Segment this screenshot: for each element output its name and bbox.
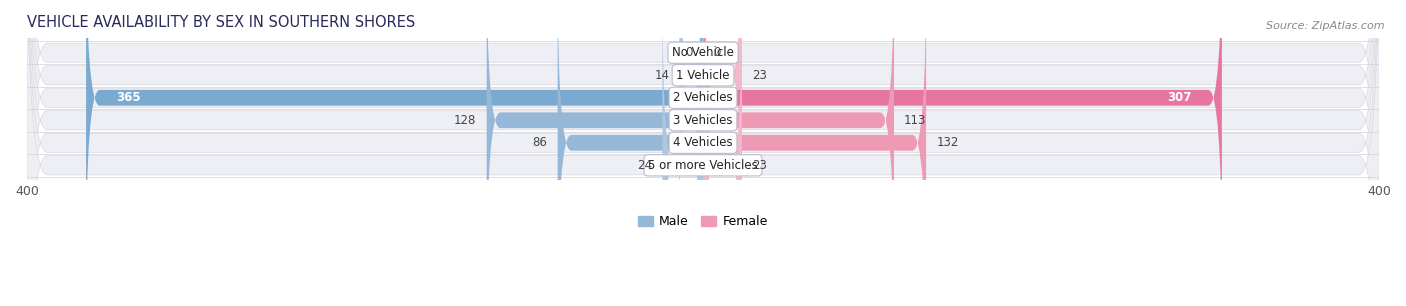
FancyBboxPatch shape <box>86 0 703 270</box>
FancyBboxPatch shape <box>703 0 742 306</box>
Text: Source: ZipAtlas.com: Source: ZipAtlas.com <box>1267 21 1385 32</box>
FancyBboxPatch shape <box>27 0 1379 306</box>
FancyBboxPatch shape <box>662 0 703 306</box>
FancyBboxPatch shape <box>679 0 703 248</box>
FancyBboxPatch shape <box>703 0 1222 270</box>
FancyBboxPatch shape <box>27 0 1379 306</box>
Text: 1 Vehicle: 1 Vehicle <box>676 69 730 82</box>
Text: 24: 24 <box>637 159 652 172</box>
Text: 0: 0 <box>713 46 720 59</box>
Text: 0: 0 <box>686 46 693 59</box>
FancyBboxPatch shape <box>486 0 703 293</box>
FancyBboxPatch shape <box>558 0 703 306</box>
FancyBboxPatch shape <box>27 0 1379 306</box>
Legend: Male, Female: Male, Female <box>633 210 773 233</box>
Text: 14: 14 <box>654 69 669 82</box>
Text: 86: 86 <box>533 136 547 149</box>
Text: 4 Vehicles: 4 Vehicles <box>673 136 733 149</box>
FancyBboxPatch shape <box>703 0 742 248</box>
Text: 3 Vehicles: 3 Vehicles <box>673 114 733 127</box>
Text: 365: 365 <box>117 91 141 104</box>
FancyBboxPatch shape <box>27 0 1379 306</box>
Text: No Vehicle: No Vehicle <box>672 46 734 59</box>
FancyBboxPatch shape <box>27 0 1379 306</box>
Text: 23: 23 <box>752 159 766 172</box>
Text: 5 or more Vehicles: 5 or more Vehicles <box>648 159 758 172</box>
Text: 23: 23 <box>752 69 766 82</box>
FancyBboxPatch shape <box>27 0 1379 306</box>
Text: 132: 132 <box>936 136 959 149</box>
FancyBboxPatch shape <box>703 0 894 293</box>
Text: VEHICLE AVAILABILITY BY SEX IN SOUTHERN SHORES: VEHICLE AVAILABILITY BY SEX IN SOUTHERN … <box>27 15 415 30</box>
Text: 128: 128 <box>454 114 477 127</box>
Text: 307: 307 <box>1167 91 1191 104</box>
FancyBboxPatch shape <box>703 0 927 306</box>
Text: 113: 113 <box>904 114 927 127</box>
Text: 2 Vehicles: 2 Vehicles <box>673 91 733 104</box>
